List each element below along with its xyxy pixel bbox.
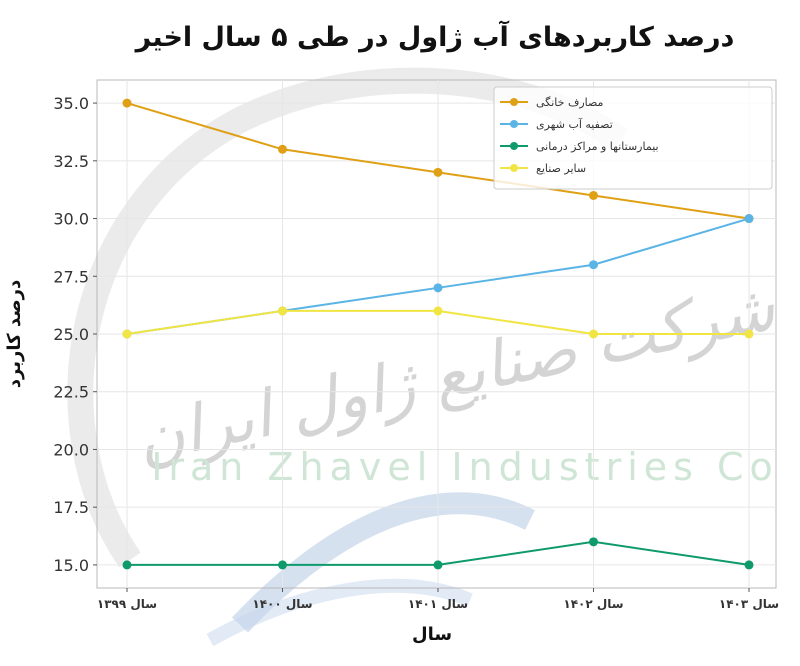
legend: مصارف خانگی تصفیه آب شهری بیمارستانها و مر…	[493, 86, 773, 190]
legend-swatch-marker	[510, 142, 518, 150]
x-tick-labels: سال ۱۳۹۹ سال ۱۴۰۰ سال ۱۴۰۱ سال ۱۴۰۲ سال ۱۴۰۳	[97, 588, 779, 611]
x-tick-label: سال ۱۴۰۳	[719, 597, 779, 611]
legend-label: بیمارستانها و مراکز درمانی	[536, 140, 659, 153]
data-point	[744, 329, 754, 339]
data-point	[433, 306, 443, 316]
y-tick-label: 17.5	[53, 498, 89, 517]
watermark-wave-1	[231, 492, 535, 633]
data-point	[278, 560, 287, 570]
data-point	[278, 306, 287, 316]
y-tick-label: 22.5	[53, 383, 89, 402]
data-point	[122, 560, 132, 570]
legend-swatch-marker	[510, 164, 518, 172]
data-point	[589, 260, 598, 270]
x-tick-label: سال ۱۳۹۹	[97, 597, 157, 611]
legend-swatch-marker	[510, 98, 518, 106]
y-tick-label: 27.5	[53, 267, 89, 286]
data-point	[122, 98, 132, 108]
legend-label: مصارف خانگی	[536, 96, 604, 109]
legend-label: تصفیه آب شهری	[536, 117, 613, 131]
data-point	[278, 144, 287, 154]
y-tick-labels: 15.0 17.5 20.0 22.5 25.0 27.5 30.0 32.5 35.0	[53, 94, 97, 575]
series-group	[122, 98, 754, 570]
x-tick-label: سال ۱۴۰۰	[252, 597, 312, 611]
y-tick-label: 30.0	[53, 210, 89, 229]
data-point	[122, 329, 132, 339]
watermark-wave-2	[206, 578, 473, 647]
y-tick-label: 20.0	[53, 440, 89, 459]
data-point	[589, 329, 598, 339]
data-point	[744, 560, 754, 570]
x-tick-label: سال ۱۴۰۱	[408, 597, 468, 611]
legend-swatch-marker	[510, 120, 518, 128]
data-point	[433, 283, 443, 293]
data-point	[589, 537, 598, 547]
x-tick-label: سال ۱۴۰۲	[563, 597, 623, 611]
data-point	[433, 167, 443, 177]
y-tick-label: 25.0	[53, 325, 89, 344]
legend-box	[493, 86, 773, 190]
data-point	[744, 214, 754, 224]
data-point	[433, 560, 443, 570]
x-axis-label: سال	[412, 624, 452, 645]
y-axis-label: درصد کاربرد	[4, 280, 25, 388]
data-point	[589, 190, 598, 200]
legend-label: سایر صنایع	[536, 162, 586, 175]
y-tick-label: 15.0	[53, 556, 89, 575]
chart-title: درصد کاربردهای آب ژاول در طی ۵ سال اخیر	[134, 20, 735, 53]
y-tick-label: 35.0	[53, 94, 89, 113]
y-tick-label: 32.5	[53, 152, 89, 171]
watermark-latin-text: Iran Zhavel Industries Co	[151, 445, 779, 489]
